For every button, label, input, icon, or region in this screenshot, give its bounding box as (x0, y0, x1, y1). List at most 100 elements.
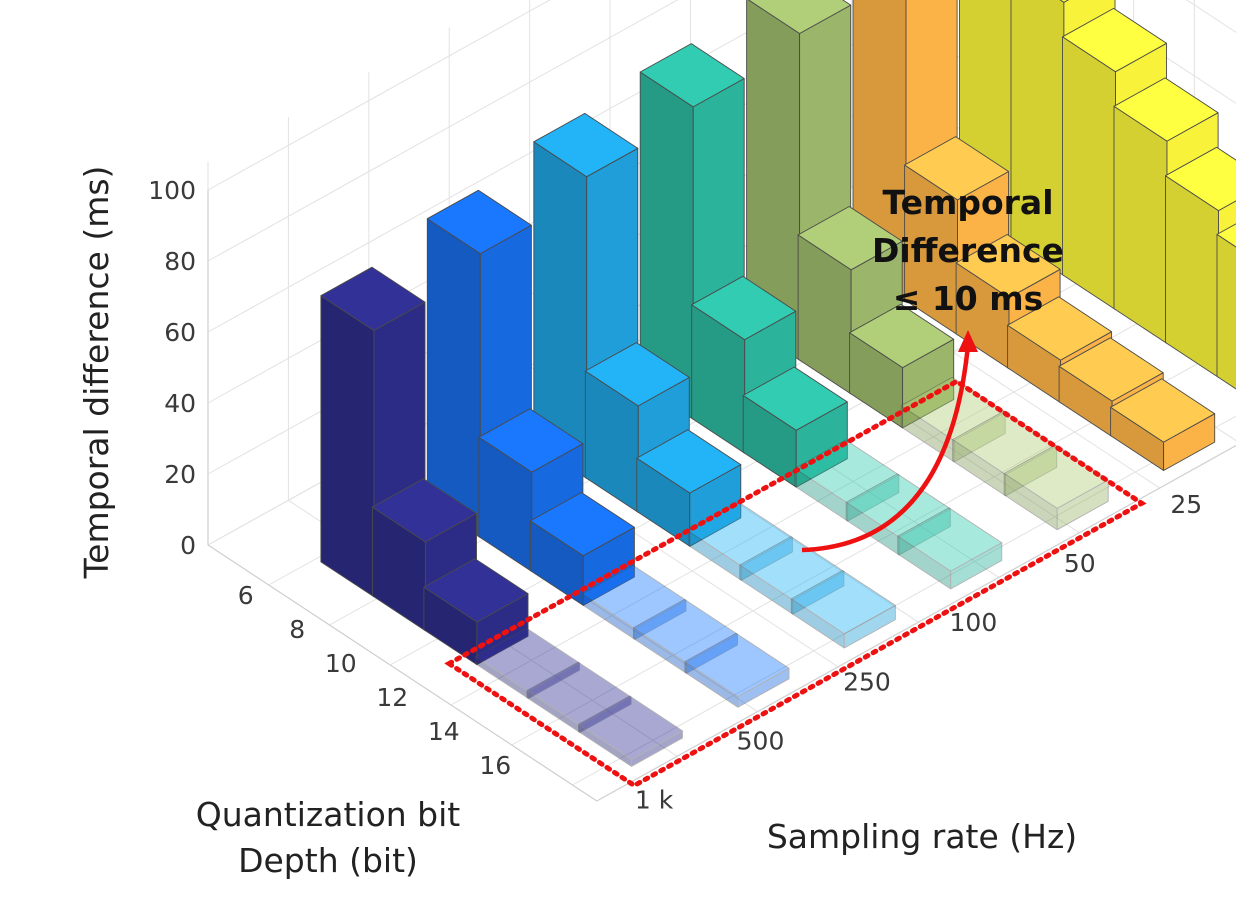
sampling-rate-tick-label: 250 (843, 667, 891, 696)
bit-depth-tick-label: 12 (376, 683, 408, 712)
bar-top-face (955, 234, 1061, 299)
annotation-line-1: Temporal (882, 183, 1053, 222)
grid-line-floor (572, 415, 1236, 786)
bar-front-face (792, 571, 845, 615)
bar-left-face (739, 564, 794, 615)
sampling-rate-tick-label: 100 (950, 608, 998, 637)
bar (1110, 378, 1216, 471)
bar (684, 632, 790, 708)
bar (739, 536, 845, 615)
bit-depth-axis-line (207, 544, 598, 802)
bar (687, 502, 793, 581)
bar-left-face (1165, 175, 1219, 378)
bar-front-face (950, 542, 1003, 590)
bar-top-face (423, 558, 529, 623)
bar-top-face (684, 632, 790, 698)
bar-left-face (1062, 36, 1116, 311)
annotation-arrow (801, 344, 971, 553)
bar-top-face (1062, 7, 1167, 73)
z-tick-label: 40 (164, 389, 196, 418)
bar-left-face (790, 598, 845, 649)
bar-top-face (1003, 444, 1109, 509)
z-tick-label: 60 (164, 318, 196, 347)
grid-line-floor (511, 341, 1236, 746)
bar-top-face (1059, 0, 1069, 3)
bar-top-face (1165, 146, 1236, 212)
grid-line-z (207, 0, 679, 262)
bar (845, 473, 951, 556)
bar-top-face (578, 695, 683, 760)
highlight-layer (444, 330, 1147, 789)
bar-front-face (527, 662, 580, 699)
bar (742, 366, 848, 488)
bar-top-face (1216, 223, 1236, 248)
bar-left-face (1216, 233, 1236, 390)
bar-top-face (584, 342, 690, 407)
bar-top-face (426, 189, 532, 255)
bar-top-face (797, 206, 903, 271)
bar-front-face (579, 696, 632, 733)
z-axis-title: Temporal difference (ms) (77, 166, 116, 580)
bar-top-face (636, 429, 742, 494)
bar (423, 558, 529, 666)
bit-depth-axis-title-line2: Depth (bit) (238, 841, 418, 880)
z-tick-label: 0 (180, 531, 196, 560)
bar (1003, 444, 1109, 531)
bar-top-face (904, 136, 1010, 201)
bar-top-face (897, 507, 1003, 572)
highlight-region-box (444, 378, 1147, 789)
bar-left-face (578, 723, 632, 767)
bar (632, 598, 738, 674)
bar-top-face (533, 112, 639, 178)
bar-top-face (739, 536, 845, 601)
bar-left-face (526, 690, 581, 733)
bit-depth-tick-label: 10 (325, 649, 357, 678)
sampling-rate-tick-label: 50 (1064, 549, 1096, 578)
bar-top-face (747, 0, 852, 34)
bit-depth-axis-title-line1: Quantization bit (196, 795, 460, 834)
bar-top-face (529, 492, 635, 557)
bar (578, 695, 683, 767)
bar-front-face (898, 508, 951, 556)
annotation-line-2: Difference (872, 231, 1064, 270)
bit-depth-tick-label: 16 (479, 751, 511, 780)
bar-layer (320, 0, 1236, 767)
axis-layer (207, 190, 1236, 802)
bar-left-face (794, 467, 849, 522)
bar-top-face (1110, 378, 1216, 443)
bar-top-face (742, 366, 848, 431)
bit-depth-tick-label: 8 (289, 615, 305, 644)
bit-depth-tick-label: 14 (428, 717, 460, 746)
bar-left-face (897, 535, 952, 590)
bar-top-face (1113, 77, 1219, 142)
z-tick-label: 100 (148, 176, 196, 205)
bar-front-face (685, 633, 738, 674)
bar-top-face (478, 408, 584, 473)
z-tick-label: 80 (164, 247, 196, 276)
bar-left-face (475, 656, 529, 699)
sampling-rate-tick-label: 25 (1170, 490, 1202, 519)
bar-top-face (639, 43, 745, 108)
bar-top-face (1007, 296, 1113, 361)
bar-top-face (849, 303, 955, 369)
bar-top-face (1058, 337, 1164, 402)
sampling-rate-tick-label: 500 (737, 727, 785, 756)
sampling-rate-axis-title: Sampling rate (Hz) (767, 817, 1077, 856)
grid-line-floor (450, 267, 1236, 706)
z-tick-label: 20 (164, 460, 196, 489)
bar-left-face (952, 439, 1007, 497)
bar-left-face (581, 593, 636, 640)
bar-top-face (320, 266, 426, 331)
bar (526, 661, 632, 733)
bar-top-face (371, 478, 477, 543)
bar (529, 492, 635, 606)
sampling-rate-tick-label: 1 k (635, 786, 674, 815)
bar-left-face (632, 627, 687, 674)
bar-front-face (634, 599, 687, 640)
bar-top-face (790, 570, 896, 635)
bar-top-face (632, 598, 738, 664)
grid-line-z (207, 0, 551, 191)
bar (475, 627, 580, 699)
